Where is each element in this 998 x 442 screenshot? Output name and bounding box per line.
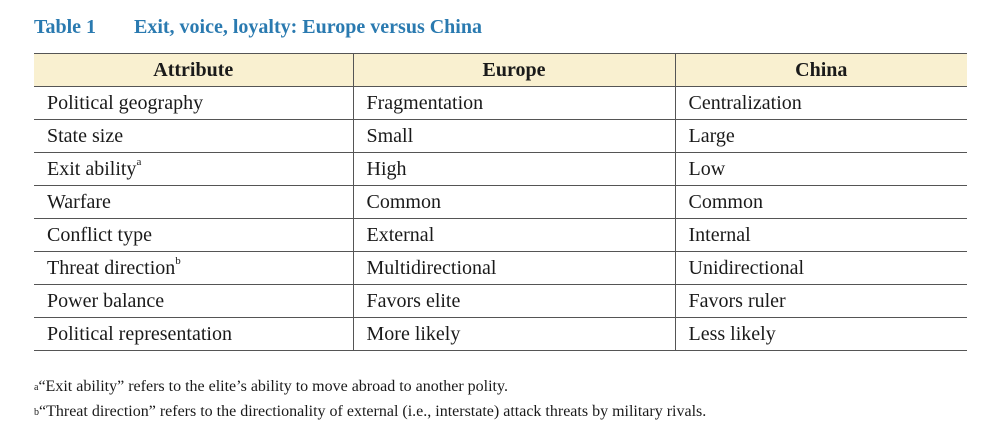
attribute-cell: Conflict type — [34, 218, 353, 252]
header-row: Attribute Europe China — [34, 53, 967, 87]
column-header-attribute: Attribute — [34, 53, 353, 87]
table-row: Political representation More likely Les… — [34, 317, 967, 351]
china-cell: Unidirectional — [674, 251, 967, 285]
attribute-cell: Power balance — [34, 284, 353, 318]
attribute-cell: Warfare — [34, 185, 353, 219]
attribute-cell: Political representation — [34, 317, 353, 351]
table-row: Warfare Common Common — [34, 185, 967, 219]
europe-cell: Common — [352, 185, 675, 219]
attribute-cell: Political geography — [34, 86, 353, 120]
europe-cell: Fragmentation — [352, 86, 675, 120]
china-cell: Large — [674, 119, 967, 153]
attribute-cell: Exit abilitya — [34, 152, 353, 186]
footnote: b“Threat direction” refers to the direct… — [34, 399, 706, 424]
attribute-cell: State size — [34, 119, 353, 153]
column-header-europe: Europe — [352, 53, 675, 87]
table-footnotes: a“Exit ability” refers to the elite’s ab… — [34, 374, 706, 424]
china-cell: Centralization — [674, 86, 967, 120]
table-row: Political geography Fragmentation Centra… — [34, 86, 967, 120]
table-row: State size Small Large — [34, 119, 967, 153]
table-row: Power balance Favors elite Favors ruler — [34, 284, 967, 318]
table-number: Table 1 — [34, 16, 97, 38]
footnote-text: “Threat direction” refers to the directi… — [39, 403, 707, 420]
europe-cell: Favors elite — [352, 284, 675, 318]
china-cell: Favors ruler — [674, 284, 967, 318]
table-title: Exit, voice, loyalty: Europe versus Chin… — [134, 16, 482, 38]
table-row: Threat directionb Multidirectional Unidi… — [34, 251, 967, 285]
china-cell: Internal — [674, 218, 967, 252]
table-row: Exit abilitya High Low — [34, 152, 967, 186]
comparison-table: Attribute Europe China Political geograp… — [34, 53, 967, 351]
table-row: Conflict type External Internal — [34, 218, 967, 252]
table-caption: Table 1 Exit, voice, loyalty: Europe vers… — [34, 16, 482, 39]
europe-cell: Small — [352, 119, 675, 153]
europe-cell: External — [352, 218, 675, 252]
china-cell: Common — [674, 185, 967, 219]
footnote-text: “Exit ability” refers to the elite’s abi… — [38, 378, 508, 395]
europe-cell: More likely — [352, 317, 675, 351]
attribute-cell: Threat directionb — [34, 251, 353, 285]
footnote: a“Exit ability” refers to the elite’s ab… — [34, 374, 706, 399]
column-header-china: China — [674, 53, 967, 87]
china-cell: Less likely — [674, 317, 967, 351]
china-cell: Low — [674, 152, 967, 186]
europe-cell: Multidirectional — [352, 251, 675, 285]
europe-cell: High — [352, 152, 675, 186]
footnote-marker: b — [175, 254, 181, 267]
footnote-marker: a — [136, 155, 142, 168]
footnote-mark: a — [34, 382, 39, 393]
footnote-mark: b — [34, 407, 39, 418]
